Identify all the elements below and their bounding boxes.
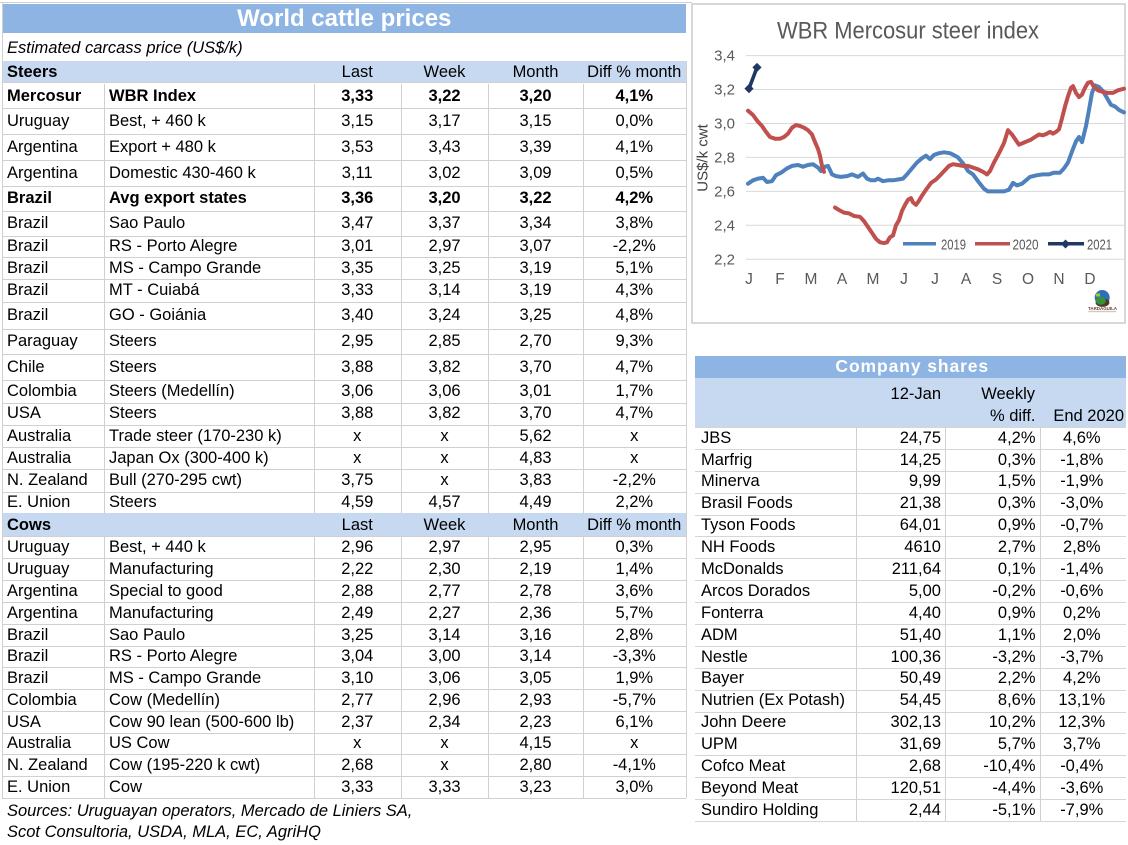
svg-text:US$/k cwt: US$/k cwt bbox=[695, 123, 712, 191]
svg-text:D: D bbox=[1084, 271, 1095, 288]
svg-text:A: A bbox=[837, 271, 848, 288]
svg-text:M: M bbox=[867, 271, 880, 288]
svg-text:J: J bbox=[745, 271, 753, 288]
svg-text:S: S bbox=[992, 271, 1002, 288]
svg-text:2,6: 2,6 bbox=[714, 183, 735, 200]
svg-text:F: F bbox=[775, 271, 784, 288]
svg-text:3,4: 3,4 bbox=[714, 48, 735, 65]
svg-text:O: O bbox=[1022, 271, 1034, 288]
svg-text:2,2: 2,2 bbox=[714, 251, 735, 268]
svg-text:2,8: 2,8 bbox=[714, 149, 735, 166]
svg-text:A: A bbox=[961, 271, 972, 288]
svg-text:J: J bbox=[900, 271, 908, 288]
svg-text:J: J bbox=[931, 271, 939, 288]
svg-text:M: M bbox=[805, 271, 818, 288]
svg-text:TARDAGUILA: TARDAGUILA bbox=[1088, 306, 1117, 312]
svg-text:2021: 2021 bbox=[1087, 237, 1112, 254]
svg-text:3,0: 3,0 bbox=[714, 116, 735, 133]
svg-text:3,2: 3,2 bbox=[714, 82, 735, 99]
svg-text:2019: 2019 bbox=[941, 237, 966, 254]
svg-text:2020: 2020 bbox=[1013, 237, 1039, 254]
svg-text:2,4: 2,4 bbox=[714, 217, 735, 234]
svg-text:WBR Mercosur steer index: WBR Mercosur steer index bbox=[777, 18, 1039, 45]
svg-text:N: N bbox=[1053, 271, 1064, 288]
